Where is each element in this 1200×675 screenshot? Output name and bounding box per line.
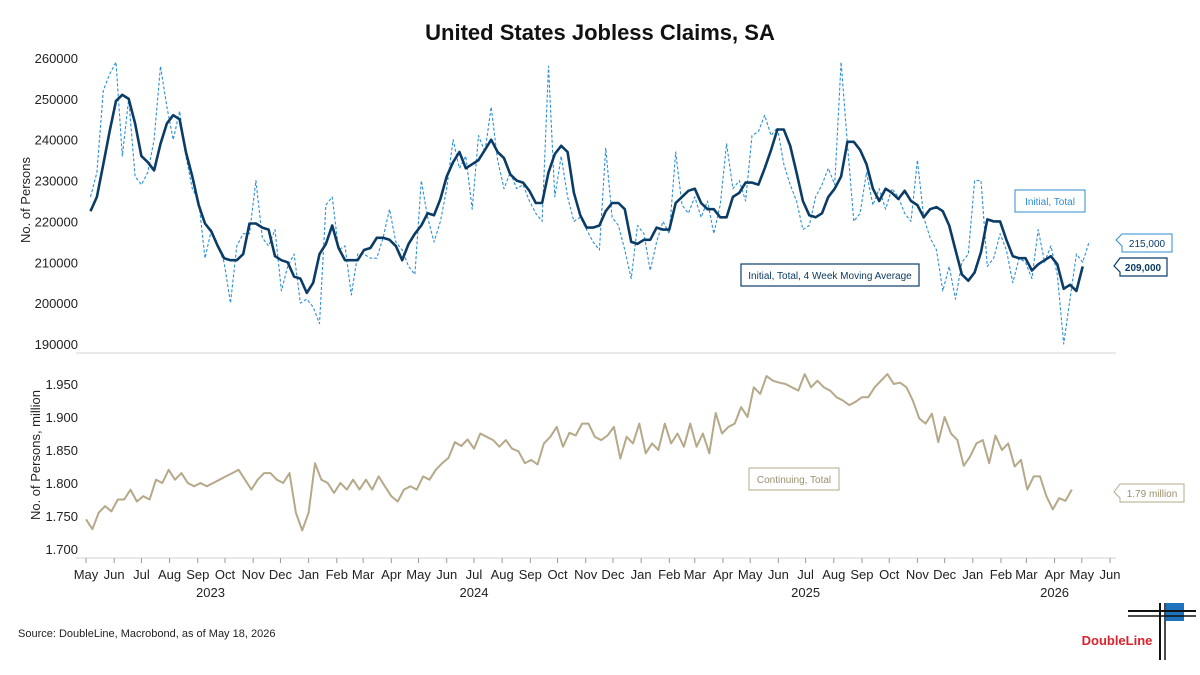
legend-continuing-total-label: Continuing, Total (757, 475, 831, 486)
x-month-label: Sep (850, 567, 873, 582)
legend-moving-average: Initial, Total, 4 Week Moving Average (740, 263, 920, 287)
bottom-y-tick-label: 1.950 (45, 377, 78, 392)
callout-continuing-total: 1.79 million (1113, 483, 1185, 503)
x-month-label: Oct (215, 567, 236, 582)
x-month-label: Jan (631, 567, 652, 582)
x-month-label: Jun (768, 567, 789, 582)
x-month-label: Sep (186, 567, 209, 582)
bottom-y-tick-label: 1.850 (45, 443, 78, 458)
x-month-label: Mar (684, 567, 707, 582)
top-y-tick-label: 260000 (35, 51, 78, 66)
x-month-label: Jan (962, 567, 983, 582)
x-month-label: May (74, 567, 99, 582)
x-month-label: Nov (574, 567, 598, 582)
x-month-label: Jul (797, 567, 814, 582)
x-month-label: Feb (326, 567, 348, 582)
x-month-label: Nov (906, 567, 930, 582)
x-month-label: Mar (352, 567, 375, 582)
series-layer (85, 61, 1090, 532)
bottom-y-axis-ticks: 1.950 1.900 1.850 1.800 1.750 1.700 (45, 377, 78, 557)
doubleline-logo: DoubleLine (1082, 603, 1196, 660)
x-month-label: Dec (601, 567, 625, 582)
x-year-label: 2025 (791, 585, 820, 600)
x-month-label: Dec (933, 567, 957, 582)
top-y-tick-label: 230000 (35, 174, 78, 189)
x-month-label: Feb (658, 567, 680, 582)
top-y-tick-label: 200000 (35, 296, 78, 311)
bottom-y-tick-label: 1.750 (45, 509, 78, 524)
x-month-label: May (738, 567, 763, 582)
legend-initial-total-label: Initial, Total (1025, 197, 1075, 208)
x-month-label: Feb (990, 567, 1012, 582)
x-month-label: Mar (1015, 567, 1038, 582)
x-month-label: Jan (298, 567, 319, 582)
callout-initial-total: 215,000 (1115, 233, 1173, 253)
x-month-label: Oct (879, 567, 900, 582)
callout-moving-average: 209,000 (1113, 257, 1168, 277)
x-month-label: Nov (242, 567, 266, 582)
x-month-label: Aug (491, 567, 514, 582)
top-y-tick-label: 250000 (35, 92, 78, 107)
top-y-axis-label: No. of Persons (18, 157, 33, 243)
top-y-tick-label: 210000 (35, 255, 78, 270)
legend-initial-total: Initial, Total (1014, 189, 1086, 213)
legend-continuing-total: Continuing, Total (748, 467, 840, 491)
x-month-label: Apr (713, 567, 734, 582)
x-month-label: Apr (381, 567, 402, 582)
callout-moving-average-value: 209,000 (1125, 263, 1162, 274)
top-y-tick-label: 220000 (35, 214, 78, 229)
x-month-label: Dec (269, 567, 293, 582)
top-y-tick-label: 240000 (35, 133, 78, 148)
x-axis-ticks: May Jun Jul Aug Sep Oct Nov Dec Jan Feb Mar Apr May J… (74, 558, 1121, 600)
initial-total-line (89, 61, 1090, 345)
continuing-total-line (85, 373, 1073, 532)
brand-wordmark: DoubleLine (1082, 633, 1153, 648)
chart-title: United States Jobless Claims, SA (425, 20, 775, 45)
x-month-label: May (406, 567, 431, 582)
bottom-y-axis-label: No. of Persons, million (28, 390, 43, 520)
x-month-label: Sep (519, 567, 542, 582)
x-month-label: Jun (104, 567, 125, 582)
x-year-label: 2023 (196, 585, 225, 600)
top-y-tick-label: 190000 (35, 337, 78, 352)
x-month-label: Aug (158, 567, 181, 582)
callout-initial-total-value: 215,000 (1129, 239, 1166, 250)
x-month-label: Jun (1100, 567, 1121, 582)
x-month-label: Jul (133, 567, 150, 582)
legend-moving-average-label: Initial, Total, 4 Week Moving Average (748, 271, 912, 282)
x-year-label: 2026 (1040, 585, 1069, 600)
x-month-label: Jun (436, 567, 457, 582)
source-note: Source: DoubleLine, Macrobond, as of May… (18, 628, 275, 640)
x-month-label: Jul (466, 567, 483, 582)
x-year-label: 2024 (460, 585, 489, 600)
top-y-axis-ticks: 260000 250000 240000 230000 220000 210000 2000… (35, 51, 78, 352)
bottom-y-tick-label: 1.900 (45, 410, 78, 425)
callout-continuing-total-value: 1.79 million (1127, 489, 1178, 500)
bottom-y-tick-label: 1.800 (45, 476, 78, 491)
x-month-label: May (1070, 567, 1095, 582)
moving-average-line (89, 93, 1084, 295)
bottom-y-tick-label: 1.700 (45, 542, 78, 557)
x-month-label: Oct (547, 567, 568, 582)
x-month-label: Aug (822, 567, 845, 582)
x-month-label: Apr (1044, 567, 1065, 582)
